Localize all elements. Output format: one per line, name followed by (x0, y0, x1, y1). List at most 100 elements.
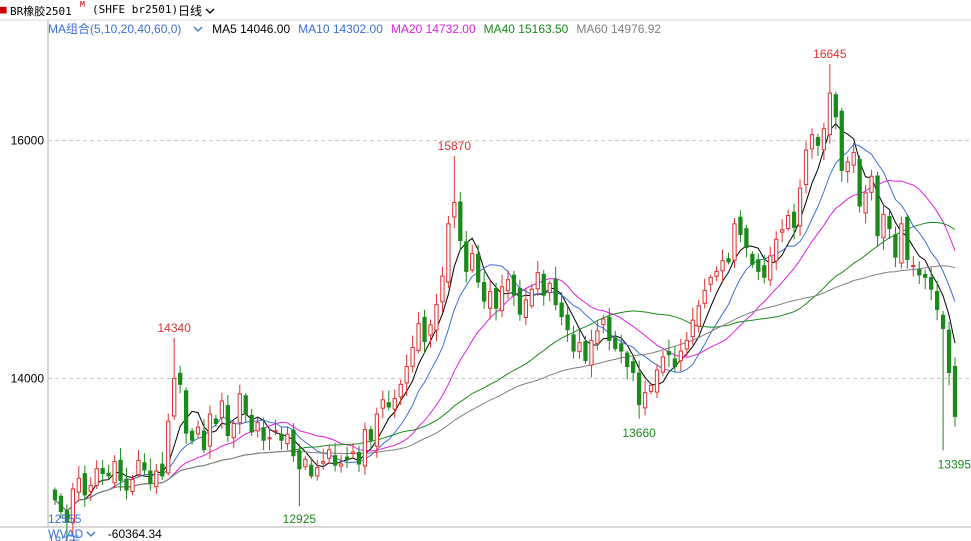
candle (404, 354, 409, 397)
candle (601, 315, 606, 334)
candle (875, 171, 880, 247)
candle (386, 390, 391, 411)
candle (88, 476, 93, 502)
candle (774, 231, 779, 271)
ma-legend-item: MA20 14732.00 (390, 22, 476, 36)
candle (505, 270, 511, 299)
candle (553, 266, 558, 311)
candle (708, 274, 713, 292)
period-selector[interactable]: 日线 (178, 2, 215, 19)
candle (744, 224, 749, 258)
ma-group-selector[interactable]: MA组合(5,10,20,40,60,0) (48, 22, 206, 36)
chevron-down-icon (193, 26, 203, 32)
candle (565, 307, 570, 342)
candle (523, 288, 529, 326)
candle (780, 219, 785, 242)
candle (58, 493, 64, 519)
period-label: 日线 (178, 4, 203, 18)
indicator-bar: WVAD -60364.34 (48, 527, 162, 541)
ma-line-ma60 (54, 265, 956, 512)
candle (905, 214, 910, 269)
candle (476, 244, 481, 288)
candle (464, 231, 469, 283)
candle (237, 384, 242, 435)
candle (595, 320, 600, 351)
chevron-down-icon (86, 531, 96, 537)
candle (946, 321, 952, 386)
price-annotation: 13395 (938, 457, 971, 471)
candle (642, 380, 648, 416)
candle (589, 329, 594, 378)
candle (696, 299, 701, 333)
price-annotations: 14340 12925 15870 13660 16645 13395 12555 182天 (48, 47, 971, 541)
candle (678, 338, 683, 372)
candle (720, 249, 725, 284)
exchange-code: (SHFE br2501) (92, 3, 179, 16)
candle (94, 460, 99, 490)
candle (446, 215, 451, 289)
candle (321, 449, 326, 470)
ma-line-ma20 (54, 179, 956, 512)
candle (172, 337, 177, 420)
candle (76, 465, 81, 502)
candle (714, 266, 719, 282)
ma-group-label: MA组合(5,10,20,40,60,0) (48, 22, 182, 36)
candle (344, 446, 350, 469)
candle (631, 354, 636, 382)
candle (899, 216, 904, 269)
candle (356, 445, 362, 472)
title-bar: ■ BR橡胶2501 M (SHFE br2501) 日线 (0, 0, 971, 20)
candle (893, 226, 898, 268)
candle (911, 255, 916, 277)
price-annotation: 14340 (158, 321, 192, 335)
candle (249, 408, 254, 436)
candle (762, 254, 767, 284)
candle (768, 246, 773, 286)
symbol-marker-icon: ■ (0, 3, 7, 16)
candle (726, 252, 731, 265)
candle (392, 389, 397, 419)
candle (267, 427, 272, 451)
candle (285, 427, 290, 450)
candle (815, 133, 821, 156)
price-annotation: 16645 (813, 47, 847, 61)
candle (201, 419, 207, 454)
candle (410, 335, 415, 373)
candle (231, 421, 236, 449)
candle (297, 443, 302, 507)
candle (797, 179, 803, 237)
candle (428, 319, 433, 348)
candle (470, 244, 475, 273)
ma-legend-item: MA60 14976.92 (576, 22, 662, 36)
candle (327, 444, 332, 464)
candle (493, 282, 499, 321)
candle (607, 307, 612, 351)
candle (70, 482, 76, 535)
candle (809, 128, 815, 159)
candle (82, 465, 87, 507)
candle (845, 156, 850, 183)
moving-average-lines (54, 122, 956, 512)
candle (660, 350, 666, 377)
candle (309, 457, 314, 479)
candle (189, 427, 195, 445)
candle (440, 266, 445, 313)
candle (422, 309, 427, 354)
candle (136, 450, 141, 478)
candle (368, 425, 374, 449)
candle (487, 279, 493, 320)
candle (511, 270, 517, 307)
candle (481, 271, 487, 309)
candle (380, 390, 385, 419)
candle (672, 345, 678, 373)
candle (195, 420, 201, 439)
symbol-name: BR橡胶2501 (10, 5, 72, 18)
candle (929, 267, 934, 301)
candle (839, 107, 844, 182)
candle (130, 474, 135, 496)
candle (869, 169, 874, 201)
candle (517, 279, 523, 321)
indicator-selector[interactable]: WVAD (48, 527, 100, 541)
candle (833, 91, 838, 130)
candle (160, 451, 165, 480)
